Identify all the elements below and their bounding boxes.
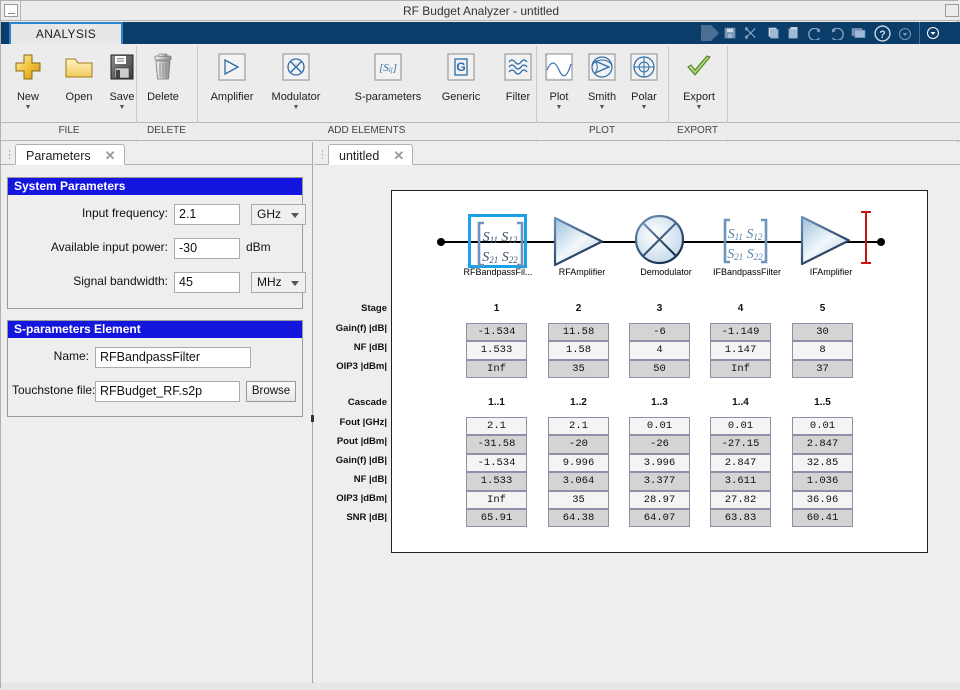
- svg-text:?: ?: [879, 29, 885, 41]
- svg-text:G: G: [456, 60, 465, 74]
- svg-text:S11 S12: S11 S12: [483, 230, 518, 245]
- svg-text:S21 S22: S21 S22: [727, 247, 763, 262]
- svg-text:S11 S12: S11 S12: [728, 227, 763, 242]
- svg-text:S21 S22: S21 S22: [482, 250, 518, 265]
- svg-text:[Sij]: [Sij]: [379, 62, 397, 74]
